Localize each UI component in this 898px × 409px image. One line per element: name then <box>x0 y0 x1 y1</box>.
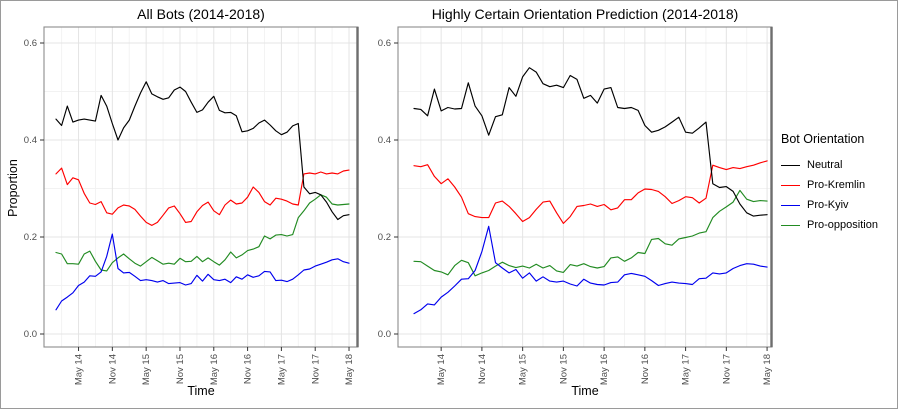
legend-entries: Neutral Pro-Kremlin Pro-Kyiv Pro-opposition <box>781 155 897 235</box>
legend-line-swatch <box>781 155 800 175</box>
panel-title-all-bots: All Bots (2014-2018) <box>137 6 265 22</box>
y-axis-title: Proportion <box>6 159 20 217</box>
legend-line-swatch <box>781 215 800 235</box>
x-tick-label: May 17 <box>681 354 692 385</box>
gridlines-major <box>44 27 358 347</box>
y-tick-label: 0.2 <box>378 232 391 243</box>
panel-title-highly-certain: Highly Certain Orientation Prediction (2… <box>431 6 739 22</box>
legend-label: Neutral <box>807 159 843 171</box>
x-tick-label: May 14 <box>74 354 85 385</box>
legend-line-swatch <box>781 195 800 215</box>
x-axis-title-left: Time <box>187 384 215 398</box>
y-tick-label: 0.0 <box>24 329 37 340</box>
legend-label: Pro-opposition <box>807 219 878 231</box>
x-axis-ticks: May 14 Nov 14 May 15 Nov 15 May 16 Nov 16 May … <box>74 347 355 385</box>
legend-entry-neutral: Neutral <box>781 155 897 175</box>
x-axis-title-right: Time <box>571 384 599 398</box>
gridlines-minor <box>398 27 772 347</box>
y-tick-label: 0.4 <box>378 135 391 146</box>
x-tick-label: Nov 15 <box>558 354 569 384</box>
legend-entry-pro-kremlin: Pro-Kremlin <box>781 175 897 195</box>
x-tick-label: May 18 <box>762 354 773 385</box>
x-tick-label: May 15 <box>141 354 152 385</box>
line-pro-opposition <box>413 189 768 277</box>
x-tick-label: May 16 <box>599 354 610 385</box>
gridlines-major <box>398 27 772 347</box>
x-axis-ticks: May 14 Nov 14 May 15 Nov 15 May 16 Nov 16 May … <box>436 347 773 385</box>
line-pro-kyiv <box>413 225 768 315</box>
x-tick-label: Nov 15 <box>175 354 186 384</box>
legend-label: Pro-Kyiv <box>807 199 849 211</box>
line-neutral <box>413 67 768 217</box>
legend-line-swatch <box>781 175 800 195</box>
line-pro-kremlin <box>413 160 768 224</box>
x-tick-label: May 16 <box>209 354 220 385</box>
x-tick-label: Nov 17 <box>721 354 732 384</box>
legend-entry-pro-kyiv: Pro-Kyiv <box>781 195 897 215</box>
x-tick-label: May 15 <box>518 354 529 385</box>
y-tick-label: 0.6 <box>378 38 391 49</box>
y-tick-label: 0.4 <box>24 135 37 146</box>
legend-title: Bot Orientation <box>781 132 865 146</box>
x-tick-label: May 17 <box>276 354 287 385</box>
x-tick-label: Nov 14 <box>477 354 488 384</box>
legend-label: Pro-Kremlin <box>807 179 866 191</box>
line-pro-opposition <box>55 194 350 272</box>
y-axis-ticks: 0.0 0.2 0.4 0.6 <box>378 38 398 340</box>
x-tick-label: May 18 <box>344 354 355 385</box>
panel-border <box>43 26 359 348</box>
y-axis-ticks: 0.0 0.2 0.4 0.6 <box>24 38 44 340</box>
line-pro-kyiv <box>55 233 350 311</box>
line-neutral <box>55 81 350 221</box>
x-tick-label: Nov 14 <box>107 354 118 384</box>
x-tick-label: Nov 16 <box>640 354 651 384</box>
y-tick-label: 0.6 <box>24 38 37 49</box>
x-tick-label: Nov 17 <box>310 354 321 384</box>
legend: Bot Orientation Neutral Pro-Kremlin Pro-Ky… <box>781 132 897 235</box>
line-pro-kremlin <box>55 167 350 226</box>
y-tick-label: 0.0 <box>378 329 391 340</box>
y-tick-label: 0.2 <box>24 232 37 243</box>
gridlines-minor <box>44 27 358 347</box>
legend-entry-pro-opposition: Pro-opposition <box>781 215 897 235</box>
x-tick-label: May 14 <box>436 354 447 385</box>
x-tick-label: Nov 16 <box>243 354 254 384</box>
